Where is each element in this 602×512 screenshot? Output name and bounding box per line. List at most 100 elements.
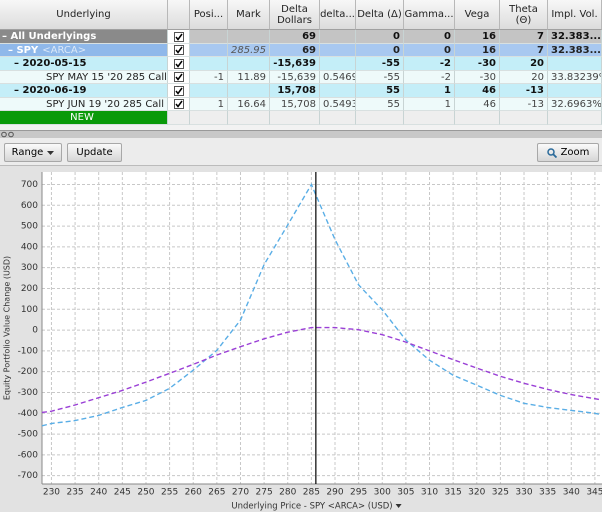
table-cell	[190, 84, 228, 98]
chart: 7006005004003002001000-100-200-300-400-5…	[0, 166, 602, 512]
table-cell: 69	[270, 44, 320, 58]
checkbox-cell	[168, 71, 190, 85]
row-label[interactable]: – 2020-06-19	[0, 84, 168, 98]
table-cell	[320, 30, 356, 44]
row-name: SPY MAY 15 '20 285 Call	[46, 72, 167, 83]
row-label[interactable]: SPY JUN 19 '20 285 Call	[0, 98, 168, 112]
y-tick-label: 200	[21, 284, 38, 294]
x-tick-label: 335	[539, 488, 556, 498]
column-header[interactable]: delta...	[320, 0, 356, 30]
plot-area	[42, 172, 602, 484]
column-header[interactable]: Vega	[455, 0, 500, 30]
splitter[interactable]	[0, 130, 602, 138]
x-tick-label: 295	[350, 488, 367, 498]
table-cell: 0	[356, 44, 404, 58]
table-cell: -15,639	[270, 71, 320, 85]
table-cell: 16	[455, 30, 500, 44]
row-name: 2020-06-19	[22, 85, 86, 96]
column-header[interactable]: Underlying	[0, 0, 168, 30]
column-header[interactable]	[168, 0, 190, 30]
table-cell: 0	[404, 30, 455, 44]
table-cell: -13	[500, 84, 548, 98]
x-tick-label: 315	[445, 488, 462, 498]
column-header[interactable]: Gamma...	[404, 0, 455, 30]
checkbox[interactable]	[174, 32, 184, 42]
x-tick-label: 230	[43, 488, 60, 498]
table-cell	[190, 44, 228, 58]
table-cell: 7	[500, 44, 548, 58]
zoom-button[interactable]: Zoom	[537, 143, 599, 162]
x-tick-label: 245	[114, 488, 131, 498]
table-cell: 11.89	[228, 71, 270, 85]
checkbox[interactable]	[174, 72, 184, 82]
x-tick-label: 290	[326, 488, 343, 498]
table-cell: 55	[356, 84, 404, 98]
row-label[interactable]: – SPY<ARCA>	[0, 44, 168, 58]
table-cell: 55	[356, 98, 404, 112]
row-label[interactable]: – 2020-05-15	[0, 57, 168, 71]
update-button[interactable]: Update	[67, 143, 122, 162]
table-cell	[356, 111, 404, 125]
table-cell	[548, 57, 602, 71]
table-cell: 7	[500, 30, 548, 44]
table-cell: 285.95	[228, 44, 270, 58]
toolbar: Range Update Zoom	[0, 138, 602, 166]
row-label[interactable]: – All Underlyings	[0, 30, 168, 44]
row-label[interactable]: SPY MAY 15 '20 285 Call	[0, 71, 168, 85]
checkbox[interactable]	[174, 59, 184, 69]
table-cell	[548, 111, 602, 125]
column-header[interactable]: Impl. Vol.	[548, 0, 602, 30]
table-cell: -55	[356, 57, 404, 71]
y-tick-label: 500	[21, 222, 38, 232]
y-tick-label: -400	[18, 409, 39, 419]
x-tick-label: 340	[563, 488, 580, 498]
table-cell	[455, 111, 500, 125]
column-header[interactable]: Posi...	[190, 0, 228, 30]
range-button[interactable]: Range	[4, 143, 62, 162]
table-cell: -2	[404, 57, 455, 71]
table-cell	[228, 57, 270, 71]
table-cell	[404, 111, 455, 125]
x-tick-label: 250	[137, 488, 154, 498]
y-tick-label: -700	[18, 471, 39, 481]
table-cell: 0	[356, 30, 404, 44]
zoom-label: Zoom	[561, 147, 590, 158]
table-cell: 1	[404, 98, 455, 112]
row-name: All Underlyings	[10, 31, 96, 42]
row-label[interactable]: NEW	[0, 111, 168, 125]
table-cell: 46	[455, 98, 500, 112]
x-tick-label: 300	[374, 488, 391, 498]
column-header[interactable]: Theta (Θ)	[500, 0, 548, 30]
checkbox[interactable]	[174, 45, 184, 55]
update-label: Update	[76, 147, 112, 158]
table-cell	[320, 111, 356, 125]
table-cell	[548, 84, 602, 98]
table-cell	[190, 30, 228, 44]
y-tick-label: -600	[18, 450, 39, 460]
x-tick-label: 310	[421, 488, 438, 498]
table-cell: 15,708	[270, 84, 320, 98]
x-tick-label: 255	[161, 488, 178, 498]
x-tick-label: 240	[90, 488, 107, 498]
x-tick-label: 265	[208, 488, 225, 498]
table-cell	[320, 44, 356, 58]
table-cell	[228, 111, 270, 125]
column-header[interactable]: Delta Dollars	[270, 0, 320, 30]
table-cell	[190, 111, 228, 125]
table-cell: 33.83239%	[548, 71, 602, 85]
y-tick-label: 0	[32, 326, 38, 336]
y-axis-label: Equity Portfolio Value Change (USD)	[3, 256, 12, 400]
table-cell: 0.5469	[320, 71, 356, 85]
column-header[interactable]: Delta (Δ)	[356, 0, 404, 30]
row-name: SPY JUN 19 '20 285 Call	[46, 99, 164, 110]
y-tick-label: 700	[21, 180, 38, 190]
table-cell: 16	[455, 44, 500, 58]
table-cell: 32.383...	[548, 44, 602, 58]
table-cell: 0.5493	[320, 98, 356, 112]
table-cell	[228, 84, 270, 98]
table-cell: -30	[455, 57, 500, 71]
column-header[interactable]: Mark	[228, 0, 270, 30]
checkbox[interactable]	[174, 99, 184, 109]
checkbox[interactable]	[174, 86, 184, 96]
